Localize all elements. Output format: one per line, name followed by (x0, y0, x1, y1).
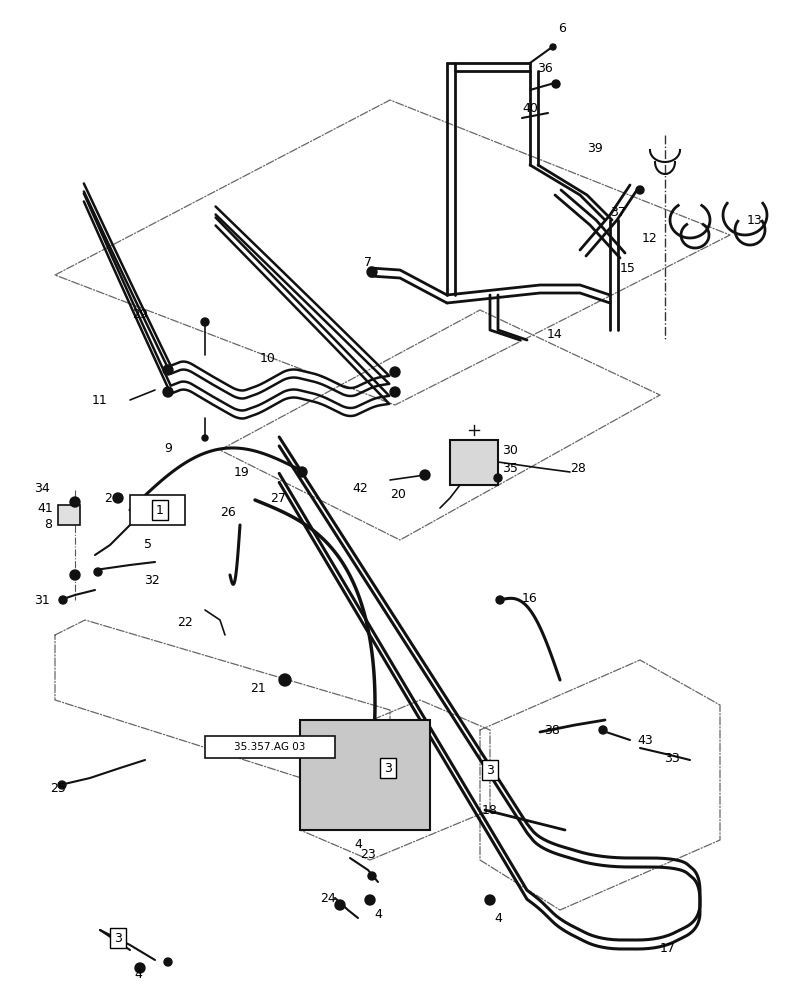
Text: 7: 7 (364, 255, 372, 268)
Circle shape (485, 895, 495, 905)
Text: 4: 4 (494, 912, 502, 924)
Text: 4: 4 (374, 908, 382, 922)
Circle shape (202, 435, 208, 441)
Circle shape (496, 596, 504, 604)
Text: 17: 17 (660, 942, 676, 954)
Text: 27: 27 (270, 491, 286, 504)
Bar (130, 495, 185, 525)
Text: 18: 18 (482, 804, 498, 816)
Circle shape (367, 267, 377, 277)
Circle shape (135, 963, 145, 973)
Circle shape (201, 318, 209, 326)
Circle shape (552, 80, 560, 88)
Text: 14: 14 (547, 328, 563, 342)
Text: 19: 19 (234, 466, 250, 479)
Text: 21: 21 (250, 682, 266, 694)
Text: 22: 22 (177, 615, 193, 629)
Circle shape (70, 497, 80, 507)
Circle shape (58, 781, 66, 789)
Circle shape (494, 474, 502, 482)
Text: 34: 34 (34, 482, 50, 494)
Text: 42: 42 (352, 482, 368, 494)
Text: 37: 37 (610, 206, 626, 219)
Circle shape (164, 958, 172, 966)
Text: 31: 31 (34, 593, 50, 606)
Text: 28: 28 (570, 462, 586, 475)
Text: 15: 15 (620, 261, 636, 274)
Text: 3: 3 (384, 762, 392, 774)
Text: 13: 13 (747, 214, 763, 227)
Text: 11: 11 (92, 393, 108, 406)
Circle shape (59, 596, 67, 604)
Circle shape (70, 570, 80, 580)
Bar (450, 440, 498, 485)
Text: 35: 35 (502, 462, 518, 475)
Text: 26: 26 (220, 506, 236, 518)
Bar (300, 720, 430, 830)
Text: 35.357.AG 03: 35.357.AG 03 (234, 742, 305, 752)
Circle shape (390, 367, 400, 377)
Circle shape (390, 387, 400, 397)
Bar (58, 505, 80, 525)
Circle shape (113, 493, 123, 503)
Text: 39: 39 (587, 141, 603, 154)
Text: 1: 1 (156, 504, 164, 516)
Text: 10: 10 (260, 352, 276, 364)
Circle shape (94, 568, 102, 576)
Text: 33: 33 (664, 752, 680, 764)
Text: 23: 23 (360, 848, 376, 861)
Text: 24: 24 (320, 892, 336, 904)
Text: 2: 2 (104, 491, 112, 504)
Text: 36: 36 (537, 62, 553, 75)
Text: 8: 8 (44, 518, 52, 532)
Text: 5: 5 (144, 538, 152, 552)
Text: 32: 32 (144, 574, 160, 586)
Circle shape (279, 674, 291, 686)
Text: 9: 9 (164, 442, 172, 454)
Text: 16: 16 (522, 591, 538, 604)
Text: 29: 29 (133, 308, 148, 322)
Circle shape (420, 470, 430, 480)
Circle shape (163, 387, 173, 397)
Text: 4: 4 (134, 968, 142, 982)
Text: 25: 25 (50, 782, 66, 794)
Circle shape (365, 895, 375, 905)
Circle shape (550, 44, 556, 50)
Circle shape (335, 900, 345, 910)
Circle shape (163, 365, 173, 375)
Text: 20: 20 (390, 488, 406, 502)
Text: 41: 41 (37, 502, 53, 514)
Text: 40: 40 (522, 102, 538, 114)
Circle shape (636, 186, 644, 194)
Text: 12: 12 (642, 232, 658, 244)
Text: 3: 3 (114, 932, 122, 944)
Text: 3: 3 (486, 764, 494, 776)
Circle shape (368, 872, 376, 880)
Text: 4: 4 (354, 838, 362, 852)
Text: 30: 30 (502, 444, 518, 456)
Text: 43: 43 (638, 734, 653, 746)
Circle shape (599, 726, 607, 734)
Text: 38: 38 (544, 724, 560, 736)
Text: 6: 6 (558, 21, 566, 34)
Circle shape (297, 467, 307, 477)
Bar (205, 736, 335, 758)
